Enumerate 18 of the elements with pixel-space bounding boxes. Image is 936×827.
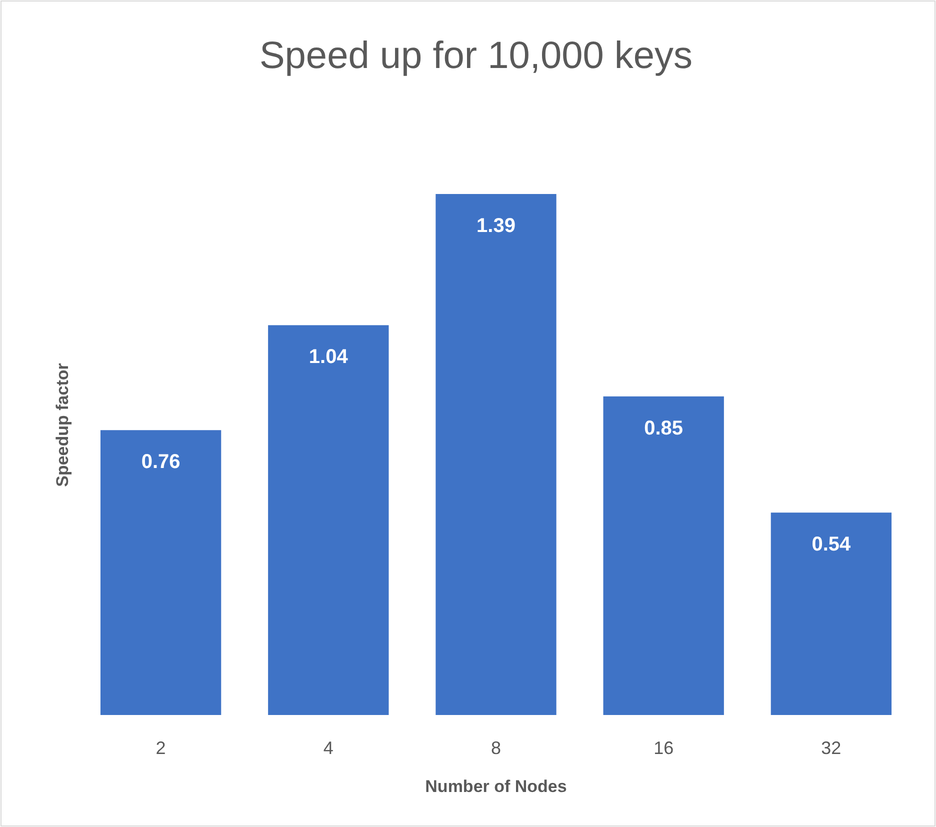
chart-title: Speed up for 10,000 keys [259, 35, 693, 77]
x-axis-title: Number of Nodes [425, 777, 567, 796]
y-axis-title: Speedup factor [53, 362, 72, 487]
bar [436, 194, 556, 715]
x-tick-label: 4 [323, 738, 334, 758]
data-label: 1.39 [476, 215, 516, 237]
x-tick-label: 2 [156, 738, 166, 758]
data-label: 0.76 [141, 451, 180, 474]
x-tick-label: 16 [654, 738, 674, 758]
x-tick-label: 32 [821, 738, 842, 758]
data-label: 0.54 [812, 534, 852, 556]
bar [100, 430, 222, 715]
data-label: 1.04 [308, 346, 349, 368]
bar [268, 325, 389, 715]
data-label: 0.85 [644, 417, 684, 440]
bar [770, 512, 892, 715]
bar [603, 396, 724, 715]
x-tick-label: 8 [490, 738, 502, 758]
